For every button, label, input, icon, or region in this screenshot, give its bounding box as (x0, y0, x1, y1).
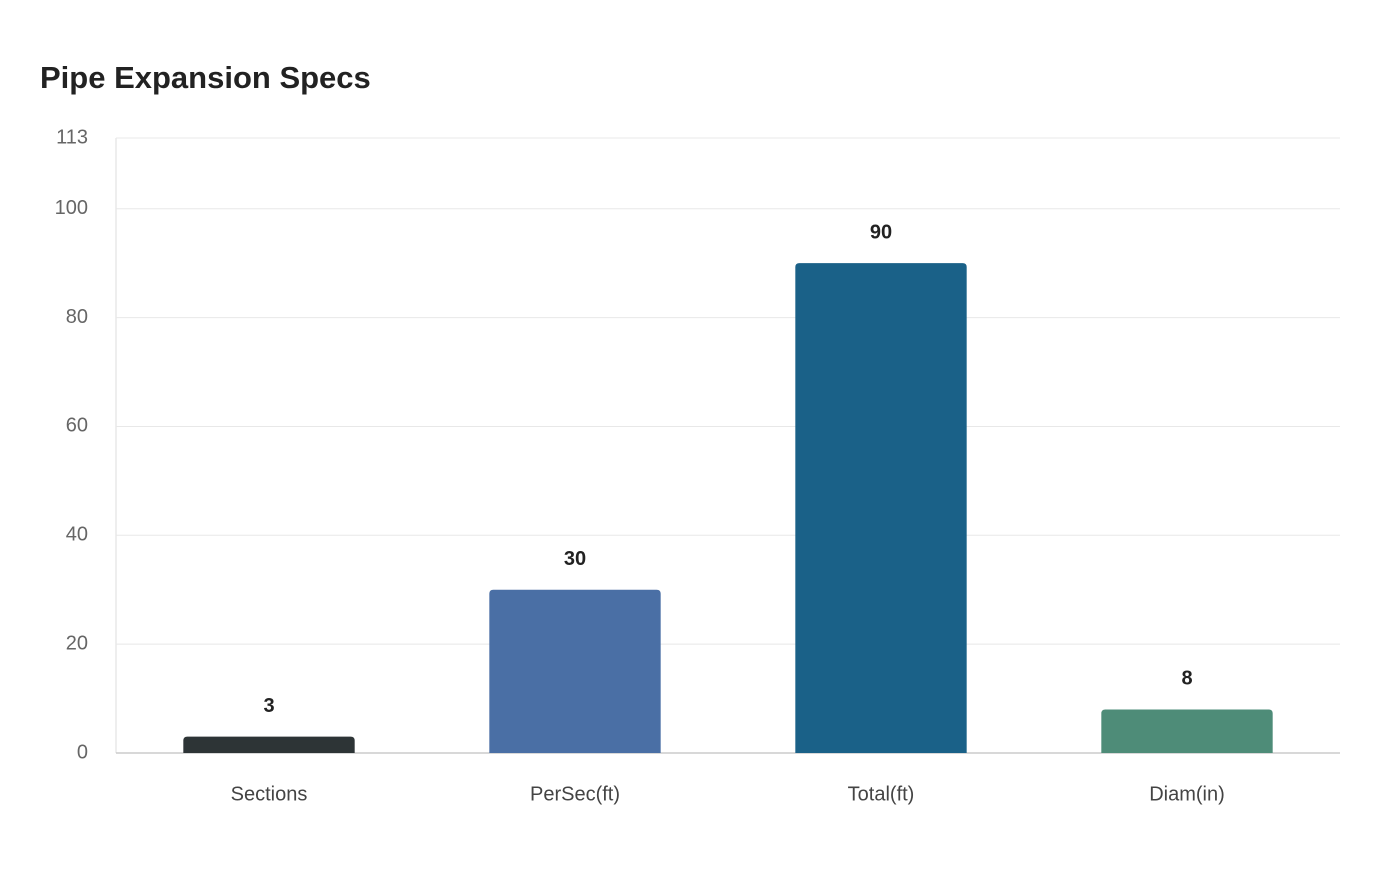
value-label: 90 (870, 221, 892, 243)
y-tick-label: 40 (66, 524, 88, 546)
y-tick-label: 0 (77, 741, 88, 763)
bar (183, 736, 355, 753)
y-tick-label: 20 (66, 632, 88, 654)
chart-title: Pipe Expansion Specs (40, 60, 371, 95)
value-label: 30 (564, 548, 586, 570)
x-tick-label: Total(ft) (848, 783, 915, 805)
x-tick-label: PerSec(ft) (530, 783, 620, 805)
y-tick-label: 60 (66, 415, 88, 437)
value-label: 8 (1181, 668, 1192, 690)
y-tick-label: 80 (66, 306, 88, 328)
value-label: 3 (263, 695, 274, 717)
bar (1101, 709, 1273, 753)
x-tick-label: Sections (231, 783, 308, 805)
x-tick-label: Diam(in) (1149, 783, 1225, 805)
bar (489, 589, 661, 753)
bar (795, 263, 967, 753)
y-tick-label: 100 (55, 197, 88, 219)
y-tick-label: 113 (56, 126, 88, 148)
